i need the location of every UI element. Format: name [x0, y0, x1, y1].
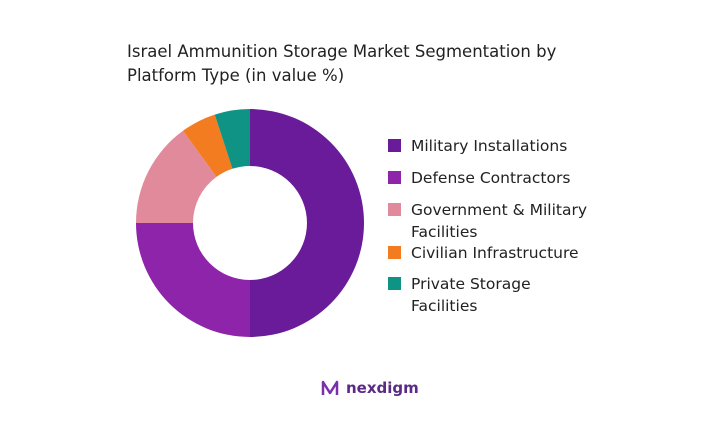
- legend-item: Private Storage Facilities: [388, 273, 601, 317]
- legend-label: Private Storage Facilities: [411, 275, 531, 315]
- donut-slice: [250, 109, 364, 337]
- legend-item: Civilian Infrastructure: [388, 242, 601, 264]
- donut-slice: [214, 109, 250, 169]
- legend-swatch: [388, 277, 401, 290]
- legend-label: Government & Military Facilities: [411, 201, 588, 241]
- donut-slice: [182, 114, 233, 177]
- logo: nexdigm: [320, 378, 419, 398]
- legend-swatch: [388, 246, 401, 259]
- legend-label: Military Installations: [411, 137, 568, 155]
- legend-swatch: [388, 203, 401, 216]
- logo-text: nexdigm: [346, 379, 419, 397]
- chart-title: Israel Ammunition Storage Market Segment…: [127, 42, 557, 85]
- legend-label: Defense Contractors: [411, 169, 571, 187]
- legend-label: Civilian Infrastructure: [411, 244, 579, 262]
- legend-swatch: [388, 171, 401, 184]
- donut-slice: [136, 130, 217, 223]
- legend-item: Government & Military Facilities: [388, 199, 601, 243]
- legend-swatch: [388, 139, 401, 152]
- legend-item: Defense Contractors: [388, 167, 601, 189]
- donut-slice: [136, 223, 250, 337]
- legend-item: Military Installations: [388, 135, 601, 157]
- logo-icon: [321, 380, 339, 395]
